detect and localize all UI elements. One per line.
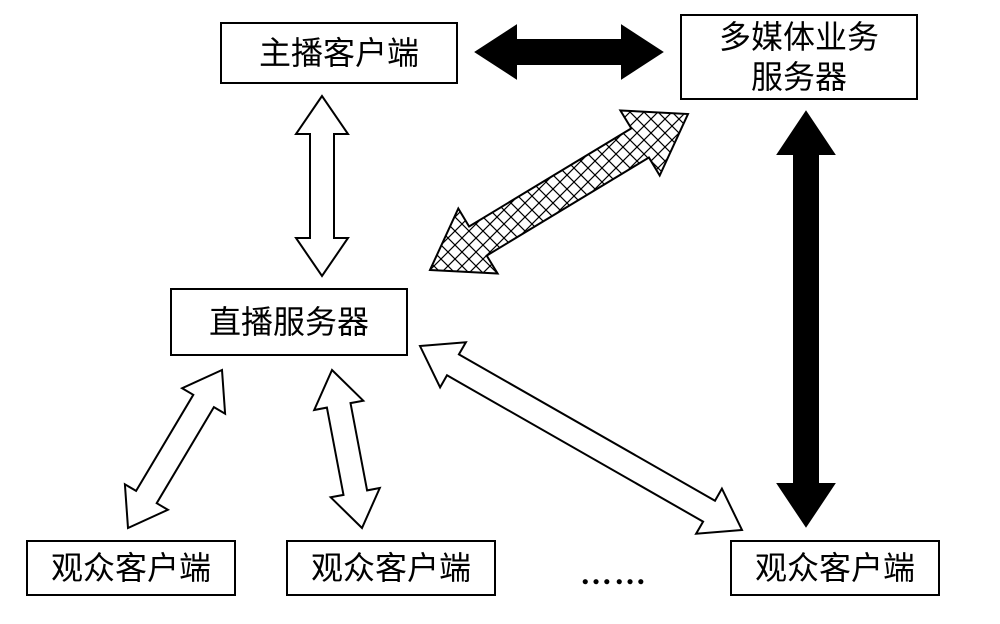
arrow-live-viewer3 bbox=[420, 342, 742, 533]
node-viewer-client-2: 观众客户端 bbox=[286, 540, 496, 596]
ellipsis: …… bbox=[580, 555, 648, 592]
ellipsis-text: …… bbox=[580, 555, 648, 591]
node-media-server: 多媒体业务 服务器 bbox=[680, 14, 918, 100]
arrow-anchor-media bbox=[476, 26, 662, 78]
arrow-live-viewer2 bbox=[314, 370, 380, 528]
node-label: 主播客户端 bbox=[259, 33, 419, 73]
node-viewer-client-1: 观众客户端 bbox=[26, 540, 236, 596]
arrow-anchor-live bbox=[296, 96, 348, 276]
arrow-live-media bbox=[430, 111, 688, 274]
node-label: 观众客户端 bbox=[51, 548, 211, 588]
node-live-server: 直播服务器 bbox=[170, 288, 408, 356]
arrow-media-viewer3 bbox=[778, 112, 834, 526]
node-viewer-client-3: 观众客户端 bbox=[730, 540, 940, 596]
arrow-live-viewer1 bbox=[125, 370, 225, 528]
node-label: 观众客户端 bbox=[311, 548, 471, 588]
node-anchor-client: 主播客户端 bbox=[220, 22, 458, 84]
diagram-stage: 主播客户端 多媒体业务 服务器 直播服务器 观众客户端 观众客户端 观众客户端 … bbox=[0, 0, 1000, 624]
node-label: 观众客户端 bbox=[755, 548, 915, 588]
node-label: 多媒体业务 服务器 bbox=[719, 17, 879, 97]
node-label: 直播服务器 bbox=[209, 302, 369, 342]
